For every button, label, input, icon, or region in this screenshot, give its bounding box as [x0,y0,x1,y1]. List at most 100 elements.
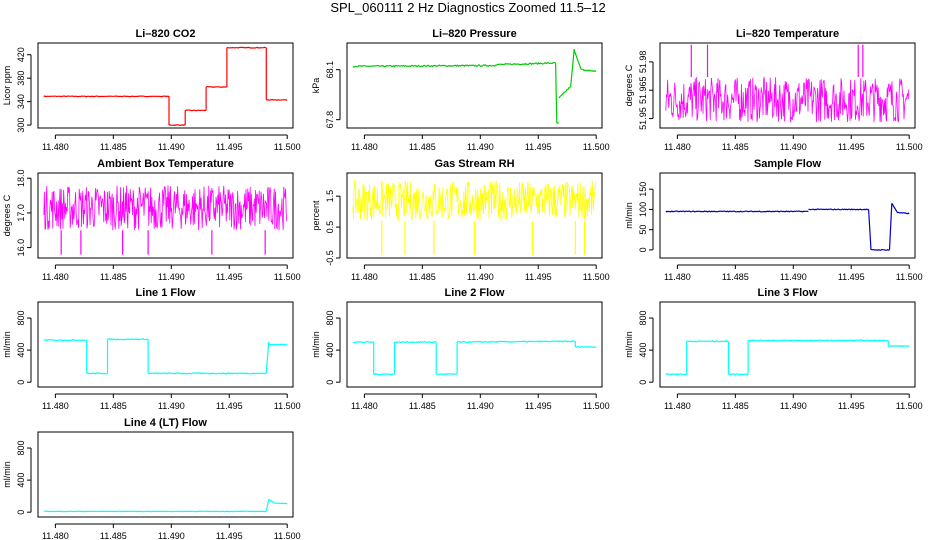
plot-frame [659,42,916,129]
y-tick-label: 340 [16,94,26,109]
x-tick-label: 11.480 [664,272,691,282]
x-tick-label: 11.480 [664,142,691,152]
series-segment [888,344,910,348]
chart-title: Line 4 (LT) Flow [124,417,207,429]
x-tick-label: 11.485 [409,142,436,152]
x-tick-label: 11.500 [896,142,923,152]
x-tick-label: 11.495 [838,142,865,152]
series-segment [184,109,207,112]
y-tick-label: 400 [16,473,26,488]
chart-line-2-flow: Line 2 Flow ml/min 11.480 11.485 11.490 11.49… [311,287,610,411]
chart-title: Li–820 Temperature [736,28,839,40]
series-segment [373,373,395,376]
plot-frame [346,42,603,129]
x-tick-label: 11.500 [583,272,610,282]
y-axis: -0.5 0.5 1.5 [325,190,341,266]
series-segment [728,373,749,376]
x-tick-label: 11.485 [100,142,127,152]
x-axis: 11.480 11.485 11.490 11.495 11.500 [42,393,301,411]
y-tick-label: 800 [325,311,335,326]
series-line-4-lt-flow [43,498,288,513]
series-segment [226,46,267,49]
x-axis: 11.480 11.485 11.490 11.495 11.500 [351,393,610,411]
plot-frame [37,42,294,129]
y-tick-label: 0.5 [325,221,335,234]
x-tick-label: 11.495 [525,272,552,282]
chart-title: Line 1 Flow [136,287,196,299]
series-segment [558,85,572,99]
series-segment [268,498,276,504]
x-tick-label: 11.500 [583,142,610,152]
x-tick-label: 11.485 [722,272,749,282]
x-tick-label: 11.490 [467,401,494,411]
x-tick-label: 11.495 [838,272,865,282]
y-tick-label: 300 [16,118,26,133]
y-axis: 0 400 800 [638,311,654,385]
series-band [352,180,597,221]
y-axis: 0 50 100 150 [638,182,654,252]
y-tick-label: 16.0 [16,239,26,257]
chart-title: Ambient Box Temperature [97,158,234,170]
series-segment [266,98,288,101]
y-tick-label: 1.5 [325,190,335,203]
plot-frame [659,172,916,259]
series-segment [868,209,872,250]
plot-frame [37,172,294,259]
x-tick-label: 11.495 [525,142,552,152]
y-tick-label: 400 [638,343,648,358]
series-line-1-flow [43,338,288,375]
x-tick-label: 11.485 [100,531,127,540]
x-tick-label: 11.495 [216,142,243,152]
y-tick-label: 18.0 [16,169,26,187]
chart-sample-flow: Sample Flow ml/min 11.480 11.485 11.490 11.49… [624,158,923,282]
y-tick-label: 17.0 [16,204,26,222]
series-segment [573,49,582,70]
chart-line-3-flow: Line 3 Flow ml/min 11.480 11.485 11.490 11.49… [624,287,923,411]
y-axis-label: ml/min [624,331,634,358]
y-tick-label: 68.1 [325,61,335,79]
series-segment [574,345,597,349]
x-tick-label: 11.500 [274,401,301,411]
y-tick-label: 51.965 [638,76,648,104]
y-axis: 0 400 800 [16,441,32,515]
series-segment [394,340,437,344]
y-axis: 16.0 17.0 18.0 [16,169,32,257]
x-tick-label: 11.495 [525,401,552,411]
y-tick-label: 50 [638,225,648,235]
x-tick-label: 11.490 [780,142,807,152]
y-tick-label: 0 [16,510,26,515]
series-segment [107,338,149,341]
x-tick-label: 11.480 [42,531,69,540]
x-tick-label: 11.480 [42,272,69,282]
x-tick-label: 11.480 [351,142,378,152]
y-axis-label: degrees C [624,64,634,106]
y-axis-label: degrees C [2,194,12,236]
y-axis-label: kPa [311,78,321,94]
series-segment [495,61,556,66]
series-gas-stream-rh [352,180,597,255]
series-ambient-box-temperature [43,185,288,255]
y-tick-label: 150 [638,182,648,197]
y-axis: 0 400 800 [16,311,32,385]
y-tick-label: 51.95 [638,107,648,130]
chart-title: Li–820 Pressure [432,28,516,40]
y-tick-label: 67.8 [325,111,335,129]
series-segment [168,124,186,127]
series-line-2-flow [352,340,597,376]
series-segment [808,208,869,211]
y-tick-label: 0 [638,247,648,252]
y-tick-label: 0 [325,380,335,385]
series-segment [686,340,729,343]
series-segment [205,85,228,88]
x-tick-label: 11.485 [409,401,436,411]
page-title: SPL_060111 2 Hz Diagnostics Zoomed 11.5–… [330,0,606,15]
y-tick-label: 800 [638,311,648,326]
x-tick-label: 11.495 [216,401,243,411]
series-segment [456,340,576,344]
chart-title: Line 3 Flow [758,287,818,299]
chart-title: Gas Stream RH [434,158,514,170]
